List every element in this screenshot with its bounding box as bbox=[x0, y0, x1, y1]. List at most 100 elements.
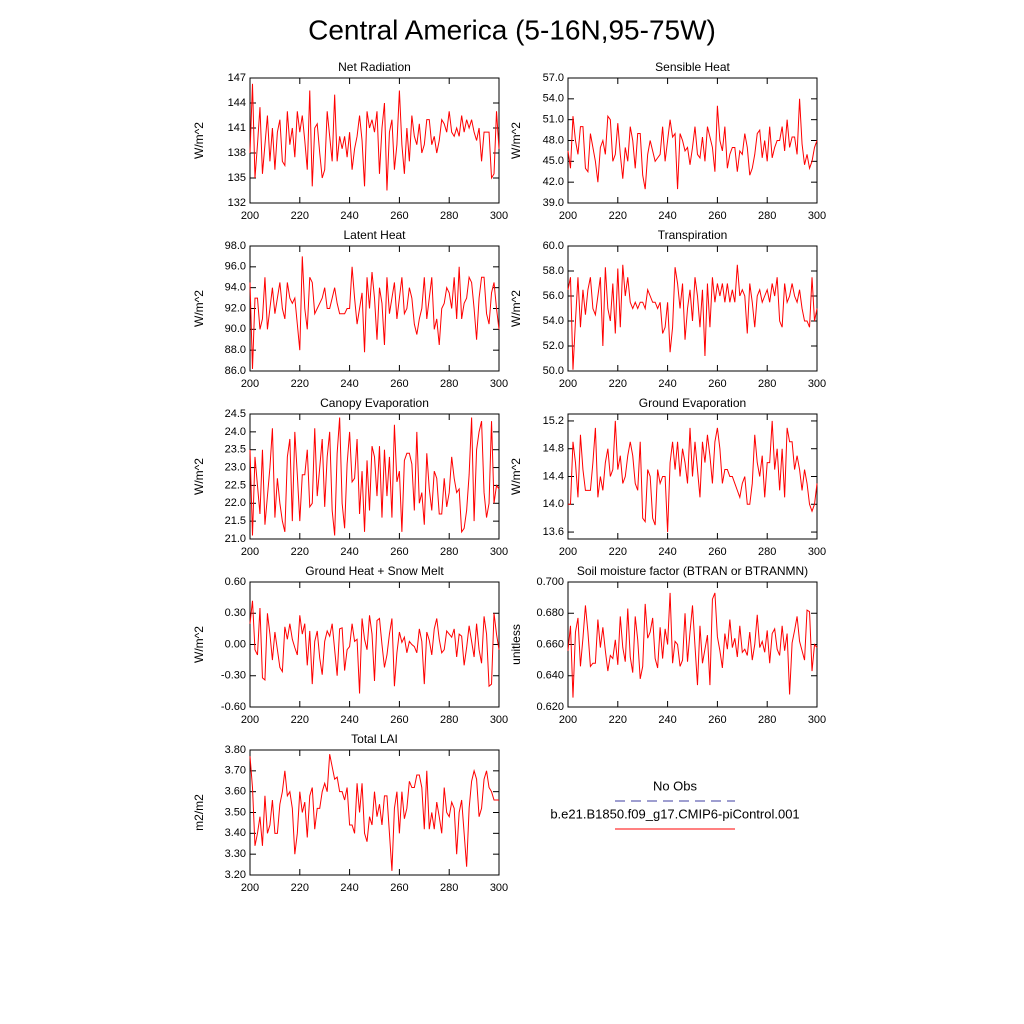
y-tick-label: 14.8 bbox=[543, 443, 564, 455]
x-tick-label: 280 bbox=[758, 546, 776, 558]
y-tick-label: 45.0 bbox=[543, 155, 564, 167]
x-tick-label: 220 bbox=[609, 714, 627, 726]
x-tick-label: 300 bbox=[490, 714, 508, 726]
x-tick-label: 280 bbox=[440, 210, 458, 222]
legend-label: b.e21.B1850.f09_g17.CMIP6-piControl.001 bbox=[550, 806, 799, 821]
y-tick-label: 54.0 bbox=[543, 315, 564, 327]
x-tick-label: 240 bbox=[340, 210, 358, 222]
panel: Transpiration W/m^2 50.0 52.0 54.0 56.0 58.0 60… bbox=[509, 228, 826, 390]
y-tick-label: 52.0 bbox=[543, 340, 564, 352]
x-tick-label: 240 bbox=[340, 714, 358, 726]
y-tick-label: 24.0 bbox=[225, 426, 246, 438]
y-tick-label: 138 bbox=[228, 147, 246, 159]
data-line bbox=[567, 98, 818, 190]
y-tick-label: 3.30 bbox=[225, 848, 246, 860]
x-tick-label: 260 bbox=[708, 378, 726, 390]
x-tick-label: 300 bbox=[490, 882, 508, 894]
x-tick-label: 300 bbox=[808, 210, 826, 222]
plot-frame bbox=[567, 581, 818, 708]
x-tick-label: 300 bbox=[490, 210, 508, 222]
legend-label: No Obs bbox=[653, 778, 698, 793]
data-line bbox=[249, 600, 500, 694]
y-tick-label: 14.0 bbox=[543, 498, 564, 510]
figure-title: Central America (5-16N,95-75W) bbox=[308, 14, 716, 45]
y-tick-label: 86.0 bbox=[225, 365, 246, 377]
y-axis-label: W/m^2 bbox=[192, 290, 206, 327]
data-line bbox=[249, 754, 499, 871]
panel-title: Canopy Evaporation bbox=[320, 396, 429, 410]
x-tick-label: 200 bbox=[559, 714, 577, 726]
y-tick-label: 21.5 bbox=[225, 515, 246, 527]
x-tick-label: 220 bbox=[609, 378, 627, 390]
plot-frame bbox=[567, 245, 818, 372]
panel: Net Radiation W/m^2 132 135 138 141 144 147 200 2… bbox=[192, 60, 508, 222]
y-tick-label: 96.0 bbox=[225, 261, 246, 273]
y-axis-label: unitless bbox=[509, 624, 523, 665]
data-line bbox=[568, 420, 818, 533]
x-tick-label: 240 bbox=[658, 714, 676, 726]
panel-title: Soil moisture factor (BTRAN or BTRANMN) bbox=[577, 564, 808, 578]
x-tick-label: 260 bbox=[390, 210, 408, 222]
y-tick-label: 48.0 bbox=[543, 134, 564, 146]
x-tick-label: 240 bbox=[658, 210, 676, 222]
plot-frame bbox=[249, 413, 500, 540]
x-tick-label: 300 bbox=[808, 546, 826, 558]
y-tick-label: 0.680 bbox=[536, 607, 564, 619]
y-tick-label: 23.0 bbox=[225, 461, 246, 473]
y-tick-label: 39.0 bbox=[543, 197, 564, 209]
data-line bbox=[249, 256, 500, 369]
panel-title: Total LAI bbox=[351, 732, 398, 746]
x-tick-label: 240 bbox=[658, 378, 676, 390]
data-line bbox=[567, 264, 818, 370]
y-axis-label: W/m^2 bbox=[192, 458, 206, 495]
y-axis-label: W/m^2 bbox=[192, 122, 206, 159]
panel: Ground Heat + Snow Melt W/m^2 -0.60 -0.30 0.… bbox=[192, 564, 508, 726]
panel-title: Ground Heat + Snow Melt bbox=[305, 564, 444, 578]
x-tick-label: 260 bbox=[708, 210, 726, 222]
panel: Ground Evaporation W/m^2 13.6 14.0 14.4 14.8 1… bbox=[509, 396, 826, 558]
panel-title: Sensible Heat bbox=[655, 60, 730, 74]
y-tick-label: 24.5 bbox=[225, 408, 246, 420]
y-tick-label: 3.20 bbox=[225, 869, 246, 881]
y-tick-label: 42.0 bbox=[543, 176, 564, 188]
data-line bbox=[249, 83, 500, 191]
x-tick-label: 280 bbox=[758, 378, 776, 390]
x-tick-label: 220 bbox=[291, 546, 309, 558]
x-tick-label: 220 bbox=[291, 714, 309, 726]
x-tick-label: 300 bbox=[490, 378, 508, 390]
y-tick-label: 141 bbox=[228, 122, 246, 134]
x-tick-label: 200 bbox=[241, 714, 259, 726]
panel-title: Ground Evaporation bbox=[639, 396, 746, 410]
y-tick-label: 144 bbox=[228, 97, 246, 109]
y-tick-label: 58.0 bbox=[543, 265, 564, 277]
y-tick-label: 3.60 bbox=[225, 786, 246, 798]
panel: Latent Heat W/m^2 86.0 88.0 90.0 92.0 94.0 96.0… bbox=[192, 228, 508, 390]
y-tick-label: 0.640 bbox=[536, 670, 564, 682]
y-tick-label: 90.0 bbox=[225, 323, 246, 335]
x-tick-label: 260 bbox=[708, 714, 726, 726]
y-tick-label: 132 bbox=[228, 197, 246, 209]
x-tick-label: 240 bbox=[340, 378, 358, 390]
y-tick-label: 0.60 bbox=[225, 576, 246, 588]
y-tick-label: 14.4 bbox=[543, 470, 564, 482]
x-tick-label: 280 bbox=[440, 882, 458, 894]
panel-title: Net Radiation bbox=[338, 60, 411, 74]
x-tick-label: 280 bbox=[440, 546, 458, 558]
y-tick-label: 3.80 bbox=[225, 744, 246, 756]
plot-frame bbox=[249, 749, 500, 876]
x-tick-label: 280 bbox=[758, 714, 776, 726]
panel: Canopy Evaporation W/m^2 21.0 21.5 22.0 22.5 2… bbox=[192, 396, 508, 558]
y-tick-label: 0.620 bbox=[536, 701, 564, 713]
x-tick-label: 260 bbox=[390, 546, 408, 558]
y-tick-label: 22.5 bbox=[225, 479, 246, 491]
x-tick-label: 280 bbox=[440, 714, 458, 726]
x-tick-label: 260 bbox=[390, 378, 408, 390]
x-tick-label: 200 bbox=[241, 378, 259, 390]
y-axis-label: W/m^2 bbox=[509, 122, 523, 159]
x-tick-label: 220 bbox=[291, 882, 309, 894]
y-tick-label: 51.0 bbox=[543, 114, 564, 126]
y-tick-label: 50.0 bbox=[543, 365, 564, 377]
x-tick-label: 200 bbox=[559, 378, 577, 390]
y-tick-label: 21.0 bbox=[225, 533, 246, 545]
